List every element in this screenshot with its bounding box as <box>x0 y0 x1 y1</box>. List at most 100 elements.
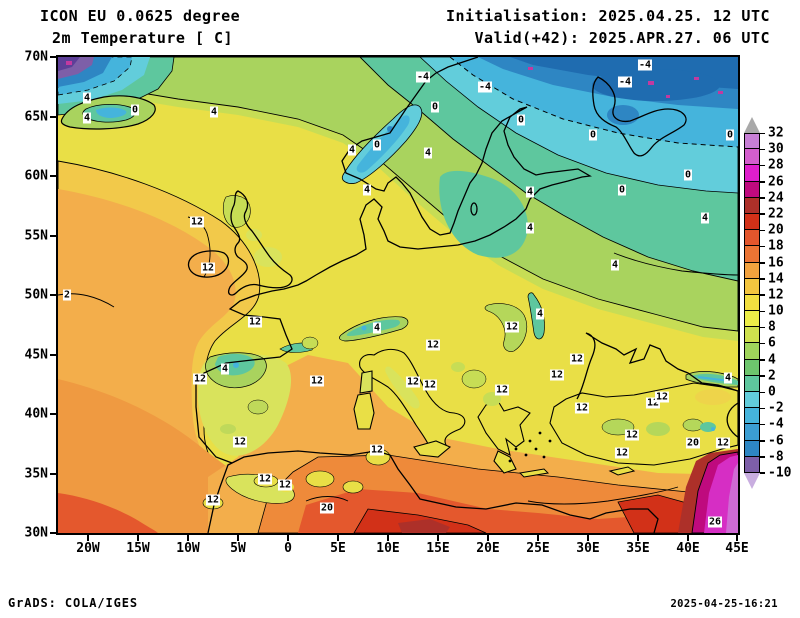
colorbar-segment <box>744 310 760 328</box>
x-tick-mark <box>87 535 89 541</box>
colorbar-tick-mark <box>760 472 765 474</box>
colorbar-segment <box>744 391 760 409</box>
y-tick-label: 45N <box>24 347 48 362</box>
x-tick-label: 10E <box>376 541 400 556</box>
x-tick-mark <box>437 535 439 541</box>
contour-label: 4 <box>372 322 382 334</box>
contour-label: 12 <box>624 429 640 441</box>
y-tick-mark <box>50 115 56 118</box>
colorbar-tick-mark <box>760 359 765 361</box>
contour-label: 12 <box>494 384 510 396</box>
x-tick-mark <box>587 535 589 541</box>
x-tick-label: 25E <box>526 541 550 556</box>
contour-label: 12 <box>549 369 565 381</box>
contour-label: -4 <box>415 71 431 83</box>
colorbar-tick-label: 22 <box>768 206 784 222</box>
grads-credit: GrADS: COLA/IGES <box>8 596 138 610</box>
contour-label: 0 <box>588 129 598 141</box>
colorbar-segment <box>744 326 760 344</box>
y-tick-label: 55N <box>24 228 48 243</box>
contour-label: 12 <box>569 353 585 365</box>
colorbar-tick-label: 16 <box>768 255 784 271</box>
colorbar-overflow-bottom <box>744 472 760 489</box>
y-tick-mark <box>50 532 56 534</box>
colorbar-segment <box>744 277 760 295</box>
x-tick-mark <box>387 535 389 541</box>
x-tick-label: 20W <box>76 541 100 556</box>
contour-label: 12 <box>645 397 661 409</box>
contour-label: -4 <box>617 76 633 88</box>
x-tick-label: 0 <box>284 541 292 556</box>
contour-label: 12 <box>574 402 590 414</box>
coastlines <box>187 57 738 533</box>
y-tick-mark <box>50 175 56 177</box>
colorbar-tick-mark <box>760 164 765 167</box>
colorbar-segment <box>744 374 760 393</box>
contour-label: 12 <box>257 473 273 485</box>
colorbar-tick-mark <box>760 440 765 442</box>
aegean-islands <box>508 431 552 463</box>
x-tick-label: 15W <box>126 541 150 556</box>
contour-label: 4 <box>209 106 219 118</box>
colorbar-tick-mark <box>760 262 765 264</box>
x-tick-mark <box>537 535 539 541</box>
contour-label: 12 <box>504 321 520 333</box>
x-tick-mark <box>187 535 189 541</box>
colorbar-tick-label: -2 <box>768 400 784 416</box>
colorbar-segment <box>744 148 760 166</box>
contour-label: 2 <box>62 289 72 301</box>
colorbar-tick-label: -4 <box>768 416 784 432</box>
coldest-specks <box>528 67 723 98</box>
colorbar-segment <box>744 455 760 473</box>
x-tick-label: 30E <box>576 541 600 556</box>
x-tick-label: 15E <box>426 541 450 556</box>
contour-label: 0 <box>516 114 526 126</box>
contour-label: 12 <box>232 436 248 448</box>
contour-label: 12 <box>422 379 438 391</box>
y-tick-label: 70N <box>24 49 48 65</box>
colorbar-segment <box>744 212 760 231</box>
colorbar-segment <box>744 423 760 441</box>
colorbar-segment <box>744 261 760 279</box>
colorbar-tick-label: 2 <box>768 368 776 384</box>
x-tick-mark <box>287 535 289 541</box>
colorbar-tick-label: 20 <box>768 222 784 238</box>
colorbar-tick-mark <box>760 148 765 151</box>
x-tick-mark <box>487 535 489 541</box>
colorbar-tick-mark <box>760 181 765 183</box>
x-tick-label: 35E <box>626 541 650 556</box>
y-tick-label: 65N <box>24 109 48 124</box>
colorbar-tick-label: -10 <box>768 465 792 481</box>
colorbar-tick-label: 18 <box>768 238 784 254</box>
colorbar-tick-label: 32 <box>768 125 784 141</box>
colorbar-tick-mark <box>760 229 765 232</box>
colorbar-segment <box>744 293 760 312</box>
colorbar-tick-label: 8 <box>768 319 776 335</box>
contour-label: 12 <box>192 373 208 385</box>
contour-label: 0 <box>430 101 440 113</box>
contour-label: 4 <box>82 92 92 104</box>
colorbar-overflow-top <box>744 117 760 133</box>
contour-label: 12 <box>205 494 221 506</box>
temperature-field-map <box>58 57 738 533</box>
contour-label: 12 <box>405 376 421 388</box>
colorbar-segment <box>744 180 760 198</box>
contour-label: 4 <box>525 186 535 198</box>
colorbar-tick-label: 26 <box>768 174 784 190</box>
y-tick-label: 60N <box>24 168 48 184</box>
contour-label: 12 <box>277 479 293 491</box>
contour-label: 4 <box>347 144 357 156</box>
creation-timestamp: 2025-04-25-16:21 <box>670 598 778 610</box>
contour-label: 0 <box>617 184 627 196</box>
colorbar-tick-mark <box>760 326 765 329</box>
contour-label: 12 <box>369 444 385 456</box>
x-tick-mark <box>637 535 639 541</box>
x-tick-mark <box>736 535 738 541</box>
contour-label: 4 <box>362 184 372 196</box>
contour-label: 12 <box>715 437 731 449</box>
init-time: Initialisation: 2025.04.25. 12 UTC <box>445 7 770 25</box>
model-title: ICON EU 0.0625 degree <box>40 7 241 25</box>
y-tick-mark <box>50 413 56 415</box>
colorbar-tick-label: -8 <box>768 449 784 465</box>
